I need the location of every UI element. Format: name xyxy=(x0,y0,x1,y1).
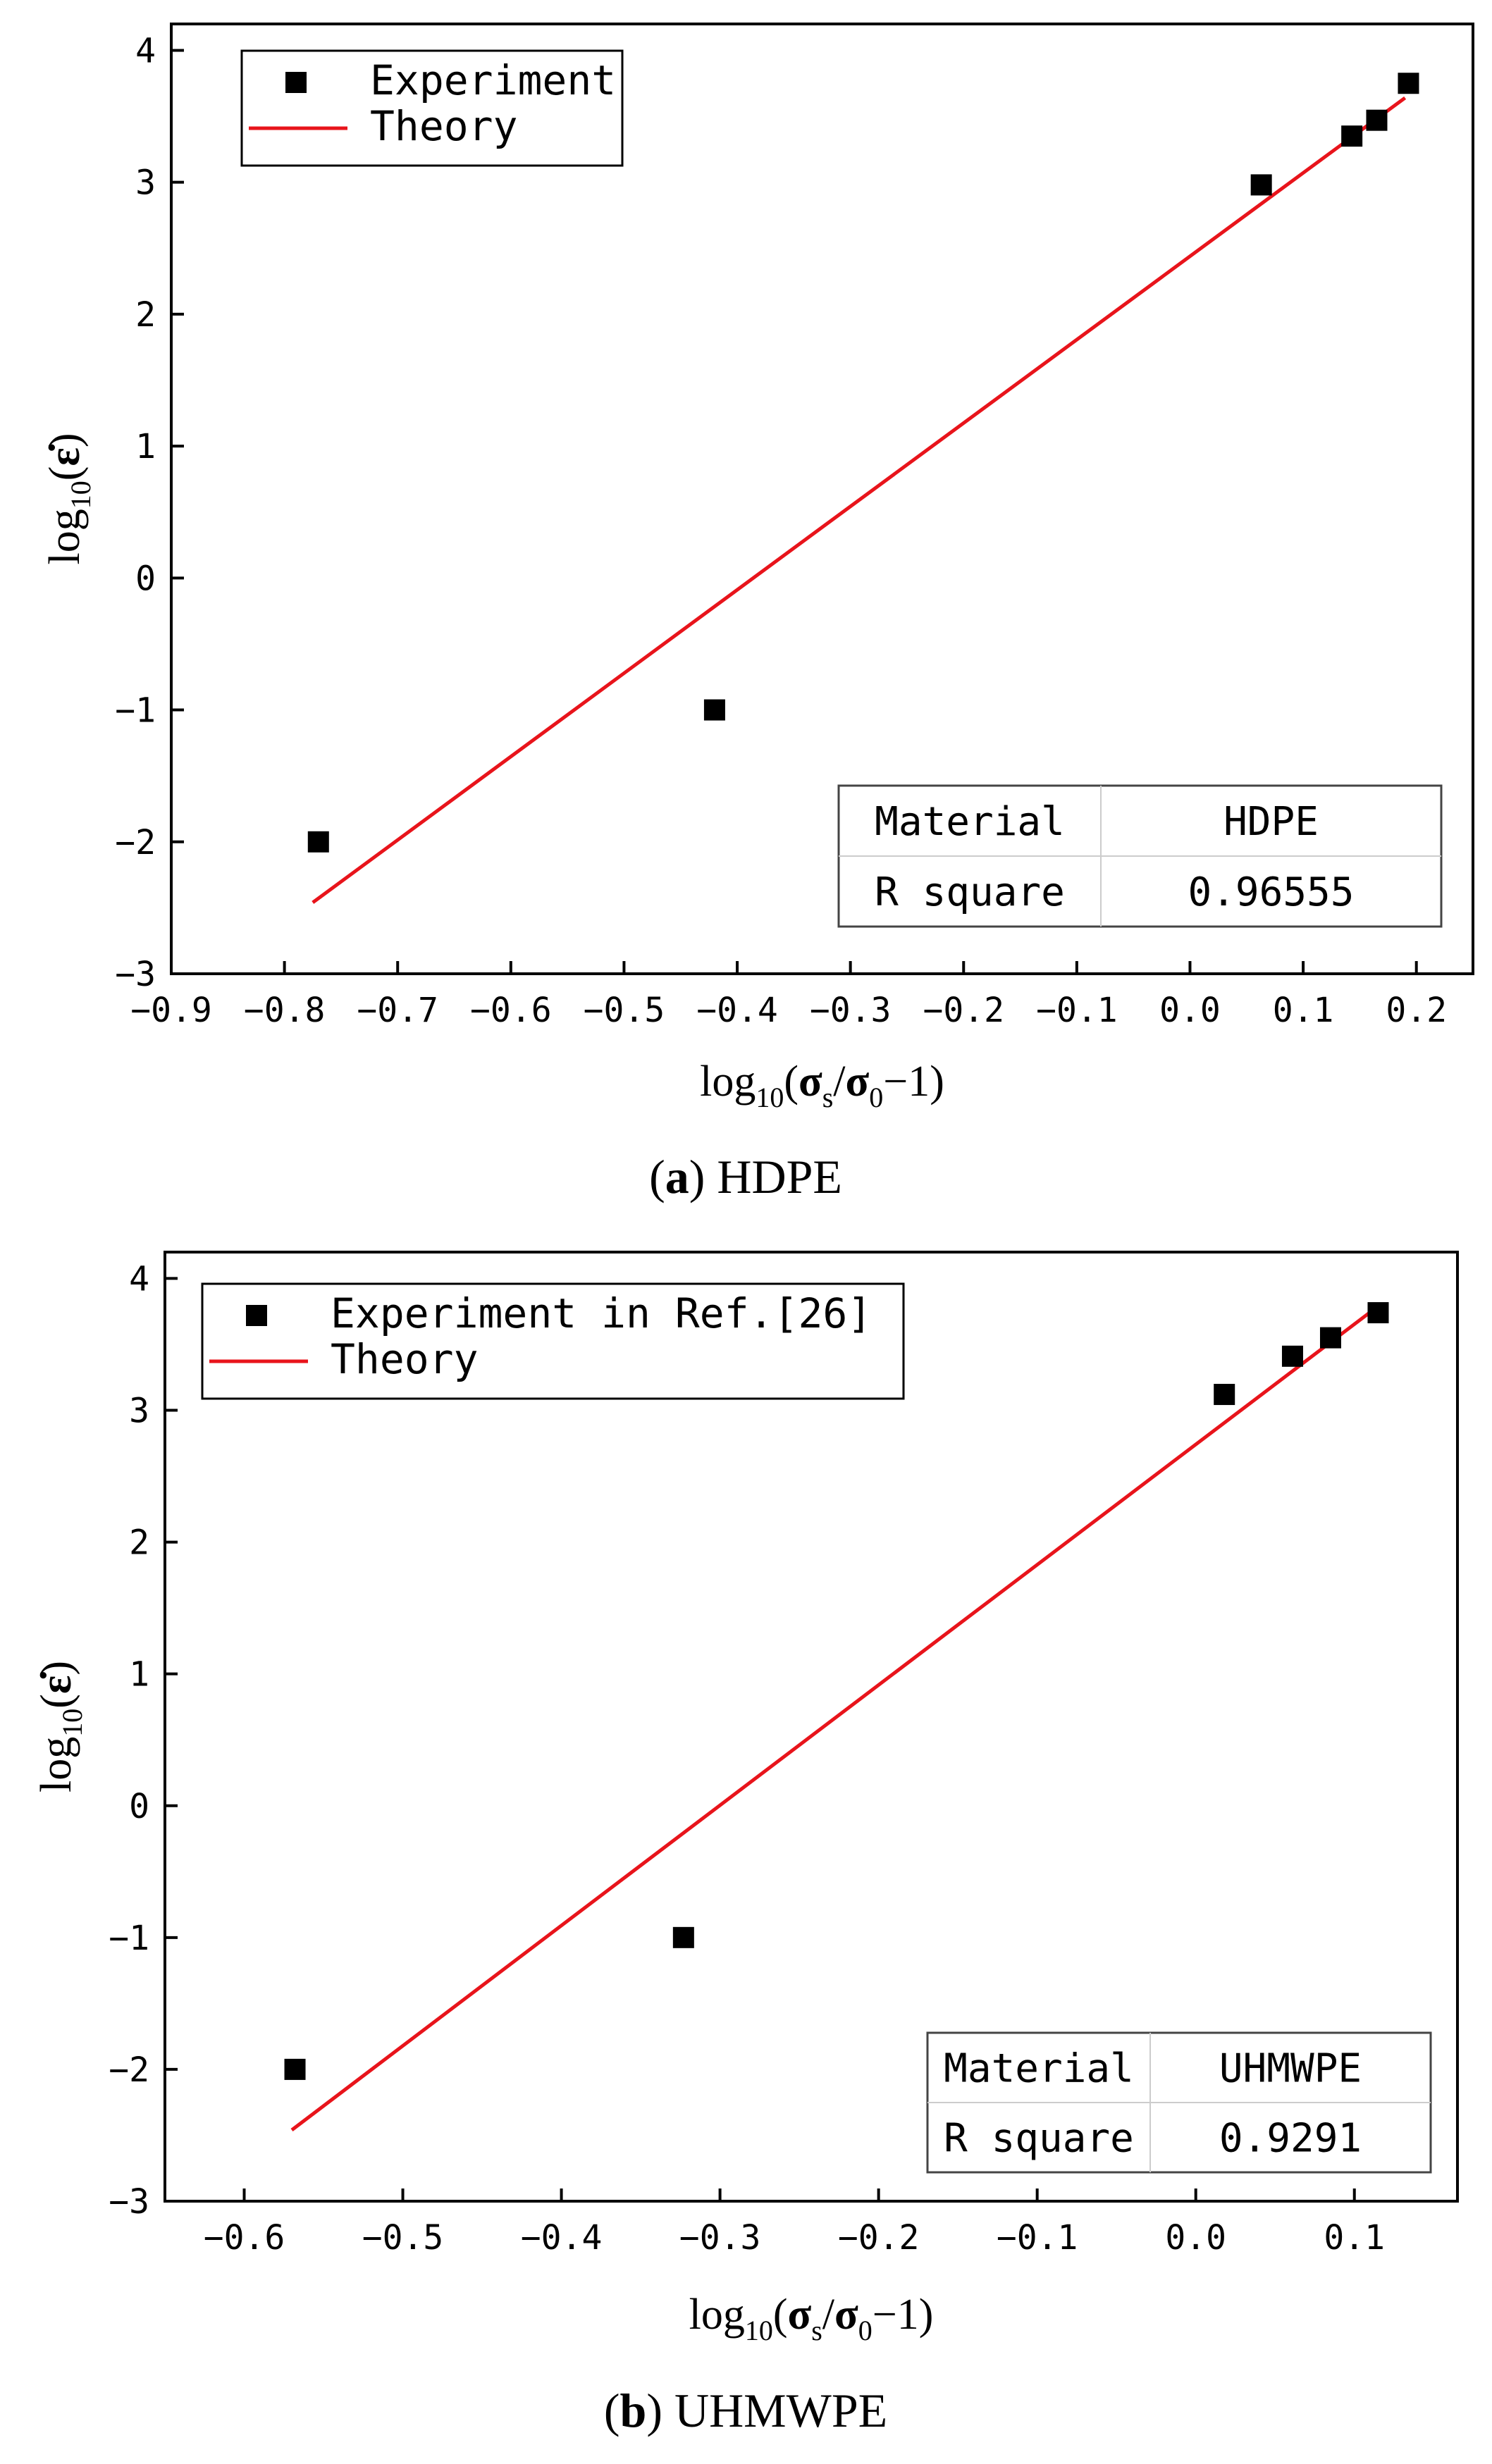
x-tick-label: 0.1 xyxy=(1273,991,1334,1030)
experiment-point xyxy=(1281,1345,1303,1367)
y-tick-label: 0 xyxy=(129,1787,149,1826)
legend-label-theory: Theory xyxy=(370,102,518,150)
chart-panel-a: −0.9 −0.8 −0.7 −0.6 −0.5 −0.4 −0.3 −0.2 −0.1 0.0 0… xyxy=(41,23,1474,1203)
table-cell-value: HDPE xyxy=(1223,799,1319,845)
x-tick-label: −0.7 xyxy=(357,991,438,1030)
experiment-point xyxy=(284,2058,306,2080)
x-tick-label: −0.1 xyxy=(1036,991,1118,1030)
y-tick-label: −2 xyxy=(109,2050,149,2090)
legend-marker-experiment xyxy=(285,72,307,93)
legend-marker-experiment xyxy=(246,1305,267,1326)
experiment-point xyxy=(1319,1327,1341,1349)
legend-label-experiment: Experiment in Ref.[26] xyxy=(331,1289,872,1337)
x-tick-label: −0.3 xyxy=(810,991,892,1030)
x-tick-label: −0.4 xyxy=(696,991,778,1030)
y-tick-label: −1 xyxy=(109,1919,149,1958)
experiment-point xyxy=(1341,125,1363,147)
x-tick-label: −0.6 xyxy=(204,2218,285,2258)
y-tick-label: −2 xyxy=(115,823,156,862)
x-tick-label: −0.3 xyxy=(679,2218,761,2258)
plot-frame xyxy=(170,23,1474,975)
x-axis-label: log10(σs/σ0−1) xyxy=(700,1058,944,1113)
legend-box xyxy=(240,49,624,167)
y-tick-label: 3 xyxy=(129,1392,149,1431)
x-tick-label: −0.5 xyxy=(584,991,665,1030)
figure-caption: (a) HDPE xyxy=(649,1150,842,1203)
y-tick-label: −1 xyxy=(115,691,156,731)
x-tick-label: 0.2 xyxy=(1386,991,1447,1030)
experiment-point xyxy=(1214,1384,1235,1406)
experiment-point xyxy=(672,1926,694,1948)
x-tick-label: −0.1 xyxy=(997,2218,1078,2258)
x-tick-label: −0.6 xyxy=(470,991,552,1030)
x-tick-label: −0.9 xyxy=(130,991,212,1030)
y-tick-label: 1 xyxy=(129,1655,149,1695)
theory-line xyxy=(290,1304,1379,2131)
chart-panel-b: −0.6 −0.5 −0.4 −0.3 −0.2 −0.1 0.0 0.1 −3 −2 −1 0 1 2 3… xyxy=(32,1251,1459,2437)
x-tick-label: 0.0 xyxy=(1159,991,1221,1030)
legend-label-experiment: Experiment xyxy=(370,56,616,104)
table-cell-key: R square xyxy=(944,2116,1134,2162)
experiment-point xyxy=(1367,1302,1389,1324)
x-tick-label: −0.4 xyxy=(521,2218,603,2258)
experiment-point xyxy=(307,831,329,853)
y-axis-label: log10(ε̇) xyxy=(32,1661,88,1793)
experiment-point xyxy=(703,699,725,721)
x-tick-label: −0.8 xyxy=(244,991,326,1030)
x-tick-label: −0.2 xyxy=(838,2218,920,2258)
experiment-point xyxy=(1398,73,1419,94)
y-tick-label: 4 xyxy=(129,1259,149,1299)
table-cell-key: R square xyxy=(875,869,1065,915)
figure-caption: (b) UHMWPE xyxy=(604,2384,887,2437)
y-tick-label: 2 xyxy=(129,1523,149,1563)
y-axis-label: log10(ε̇) xyxy=(41,433,97,564)
info-table: Material HDPE R square 0.96555 xyxy=(837,784,1443,928)
theory-line xyxy=(312,96,1407,904)
table-cell-key: Material xyxy=(944,2046,1134,2092)
x-tick-label: 0.1 xyxy=(1324,2218,1385,2258)
y-tick-label: 1 xyxy=(135,427,156,466)
y-tick-label: 4 xyxy=(135,31,156,70)
x-axis-label: log10(σs/σ0−1) xyxy=(689,2291,934,2346)
info-table: Material UHMWPE R square 0.9291 xyxy=(926,2031,1432,2174)
legend-box xyxy=(201,1282,905,1400)
y-tick-label: 2 xyxy=(135,295,156,335)
legend-label-theory: Theory xyxy=(331,1335,479,1383)
x-tick-label: −0.5 xyxy=(362,2218,444,2258)
plot-frame xyxy=(164,1251,1459,2203)
table-cell-value: UHMWPE xyxy=(1219,2046,1362,2092)
x-tick-label: 0.0 xyxy=(1165,2218,1226,2258)
x-tick-label: −0.2 xyxy=(923,991,1004,1030)
experiment-point xyxy=(1250,174,1272,196)
table-cell-value: 0.96555 xyxy=(1188,869,1354,915)
y-tick-label: −3 xyxy=(109,2182,149,2222)
y-tick-label: −3 xyxy=(115,955,156,994)
y-tick-label: 0 xyxy=(135,559,156,598)
experiment-point xyxy=(1366,109,1388,131)
y-tick-label: 3 xyxy=(135,163,156,203)
table-cell-value: 0.9291 xyxy=(1219,2116,1362,2162)
legend: Experiment in Ref.[26]Theory xyxy=(201,1282,905,1400)
table-cell-key: Material xyxy=(875,799,1065,845)
